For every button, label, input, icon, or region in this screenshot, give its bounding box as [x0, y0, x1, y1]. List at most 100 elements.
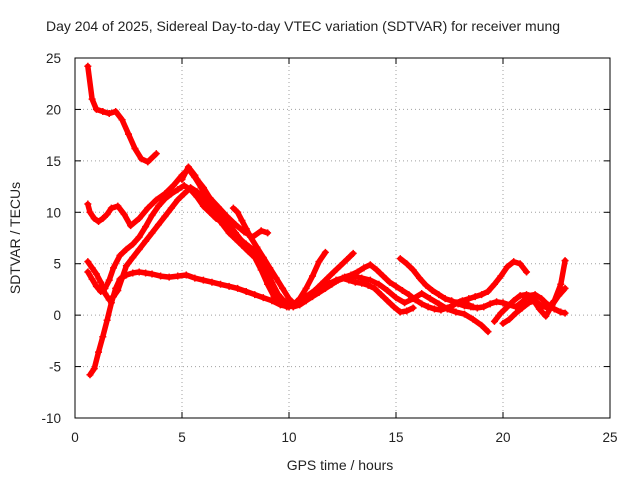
y-tick-label: 5	[53, 257, 61, 272]
data-point-marker	[251, 249, 259, 257]
data-point-marker	[152, 150, 160, 158]
data-point-marker	[306, 293, 314, 301]
data-point-marker	[92, 105, 100, 113]
data-point-marker	[428, 286, 436, 294]
data-point-marker	[95, 348, 103, 356]
data-point-marker	[144, 204, 152, 212]
data-point-marker	[99, 107, 107, 115]
data-point-marker	[371, 284, 379, 292]
data-point-marker	[238, 237, 246, 245]
data-point-marker	[383, 286, 391, 294]
data-point-marker	[458, 297, 466, 305]
data-point-marker	[493, 298, 501, 306]
data-point-marker	[358, 274, 366, 282]
data-point-marker	[285, 295, 293, 303]
data-point-marker	[251, 291, 259, 299]
data-point-marker	[443, 305, 451, 313]
data-point-marker	[84, 62, 92, 70]
data-point-marker	[125, 130, 132, 138]
data-point-marker	[118, 274, 126, 282]
data-point-marker	[473, 304, 481, 312]
data-point-marker	[431, 305, 439, 313]
data-point-marker	[349, 249, 357, 257]
data-point-marker	[379, 272, 387, 280]
data-point-marker	[512, 303, 520, 311]
data-point-marker	[131, 145, 139, 153]
series-track-11	[452, 258, 531, 307]
data-point-marker	[435, 291, 443, 299]
data-point-marker	[95, 218, 103, 226]
series-track-9	[298, 272, 492, 336]
data-point-marker	[403, 260, 411, 268]
data-point-marker	[490, 317, 498, 325]
data-point-marker	[467, 303, 475, 311]
data-point-marker	[86, 371, 94, 379]
data-point-marker	[90, 214, 98, 222]
data-point-marker	[135, 268, 143, 276]
data-point-marker	[174, 272, 182, 280]
data-point-marker	[92, 282, 100, 290]
data-point-marker	[144, 158, 152, 166]
data-point-marker	[392, 282, 400, 290]
y-tick-label: 20	[46, 102, 61, 117]
data-point-marker	[424, 303, 432, 311]
data-point-marker	[448, 297, 456, 305]
data-point-marker	[272, 274, 280, 282]
data-point-marker	[422, 281, 430, 289]
data-point-marker	[182, 271, 190, 279]
data-point-marker	[366, 276, 374, 284]
data-point-marker	[88, 275, 96, 283]
data-point-marker	[341, 274, 349, 282]
y-tick-label: 25	[46, 51, 61, 66]
data-point-marker	[383, 297, 391, 305]
x-axis-label: GPS time / hours	[287, 457, 394, 473]
data-point-marker	[217, 280, 225, 288]
y-tick-label: -5	[49, 360, 61, 375]
data-point-marker	[332, 277, 340, 285]
data-point-marker	[416, 274, 424, 282]
data-point-marker	[392, 294, 400, 302]
data-point-marker	[390, 303, 398, 311]
data-point-marker	[518, 298, 526, 306]
data-point-marker	[503, 263, 511, 271]
data-point-marker	[187, 184, 195, 192]
data-point-marker	[193, 188, 201, 196]
data-point-marker	[142, 269, 150, 277]
data-point-marker	[330, 268, 338, 276]
data-point-marker	[167, 190, 175, 198]
y-tick-label: 0	[53, 308, 61, 323]
data-point-marker	[148, 229, 156, 237]
data-point-marker	[409, 266, 417, 274]
data-point-marker	[232, 229, 239, 237]
data-point-marker	[208, 278, 216, 286]
data-point-marker	[234, 208, 242, 216]
data-point-marker	[110, 293, 118, 301]
data-point-marker	[441, 295, 449, 303]
data-point-marker	[321, 248, 329, 256]
data-point-marker	[512, 309, 520, 317]
data-point-marker	[375, 280, 383, 288]
data-point-marker	[542, 312, 550, 320]
data-point-marker	[471, 293, 479, 301]
data-point-marker	[118, 116, 126, 124]
data-point-marker	[531, 291, 539, 299]
data-point-marker	[460, 310, 468, 318]
data-point-marker	[324, 281, 332, 289]
data-point-marker	[557, 308, 565, 316]
data-point-marker	[435, 300, 443, 308]
data-point-marker	[90, 365, 98, 373]
data-point-marker	[538, 295, 546, 303]
data-point-marker	[452, 299, 460, 307]
data-point-marker	[386, 278, 394, 286]
data-point-marker	[403, 307, 411, 315]
data-point-marker	[523, 268, 531, 276]
data-point-marker	[503, 303, 511, 311]
data-point-marker	[279, 284, 287, 292]
data-point-marker	[84, 268, 92, 276]
x-tick-label: 0	[71, 430, 79, 445]
data-point-marker	[122, 262, 130, 270]
data-point-marker	[302, 284, 310, 292]
data-point-marker	[225, 221, 233, 229]
data-point-marker	[242, 225, 250, 233]
data-point-marker	[101, 290, 109, 298]
